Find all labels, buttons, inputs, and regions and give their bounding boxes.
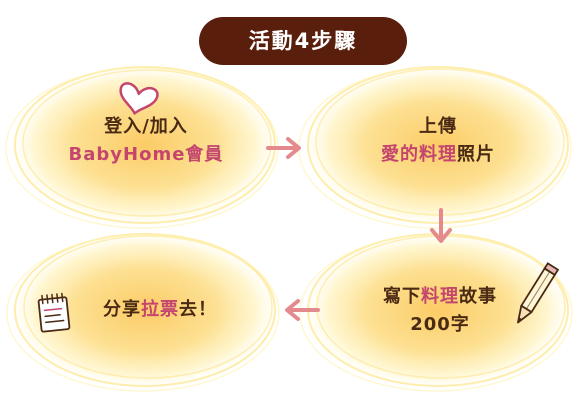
step-4-highlight: 料理 xyxy=(421,286,459,307)
step-3-tail: 去！ xyxy=(179,299,217,320)
step-2-line2: 愛的料理照片 xyxy=(352,141,524,169)
step-1-line1: 登入/加入 xyxy=(104,116,188,137)
pencil-icon xyxy=(517,262,560,324)
step-1-blob xyxy=(5,66,279,229)
step-2-tail: 照片 xyxy=(457,144,495,165)
step-4-blob xyxy=(299,233,573,392)
arrow-left-icon xyxy=(285,299,320,321)
step-4-head: 寫下 xyxy=(383,286,421,307)
step-3-highlight: 拉票 xyxy=(141,299,179,320)
arrow-right-icon xyxy=(266,137,301,159)
step-3-text: 分享拉票去！ xyxy=(80,296,240,324)
step-4-line2: 200字 xyxy=(410,314,470,335)
step-3-head: 分享 xyxy=(103,299,141,320)
notepad-icon xyxy=(37,292,71,333)
step-3-blob xyxy=(6,233,280,392)
step-1-line2: BabyHome會員 xyxy=(68,144,224,165)
step-2-text: 上傳 愛的料理照片 xyxy=(352,113,524,169)
step-1-text: 登入/加入 BabyHome會員 xyxy=(60,113,232,169)
step-4-line1: 寫下料理故事 xyxy=(350,283,530,311)
arrow-down-icon xyxy=(430,208,452,243)
heart-icon xyxy=(119,82,159,115)
page-title: 活動4步驟 xyxy=(199,17,407,65)
step-4-text: 寫下料理故事 200字 xyxy=(350,283,530,339)
step-2-highlight: 愛的料理 xyxy=(381,144,457,165)
step-4-tail: 故事 xyxy=(459,286,497,307)
step-2-line1: 上傳 xyxy=(419,116,457,137)
